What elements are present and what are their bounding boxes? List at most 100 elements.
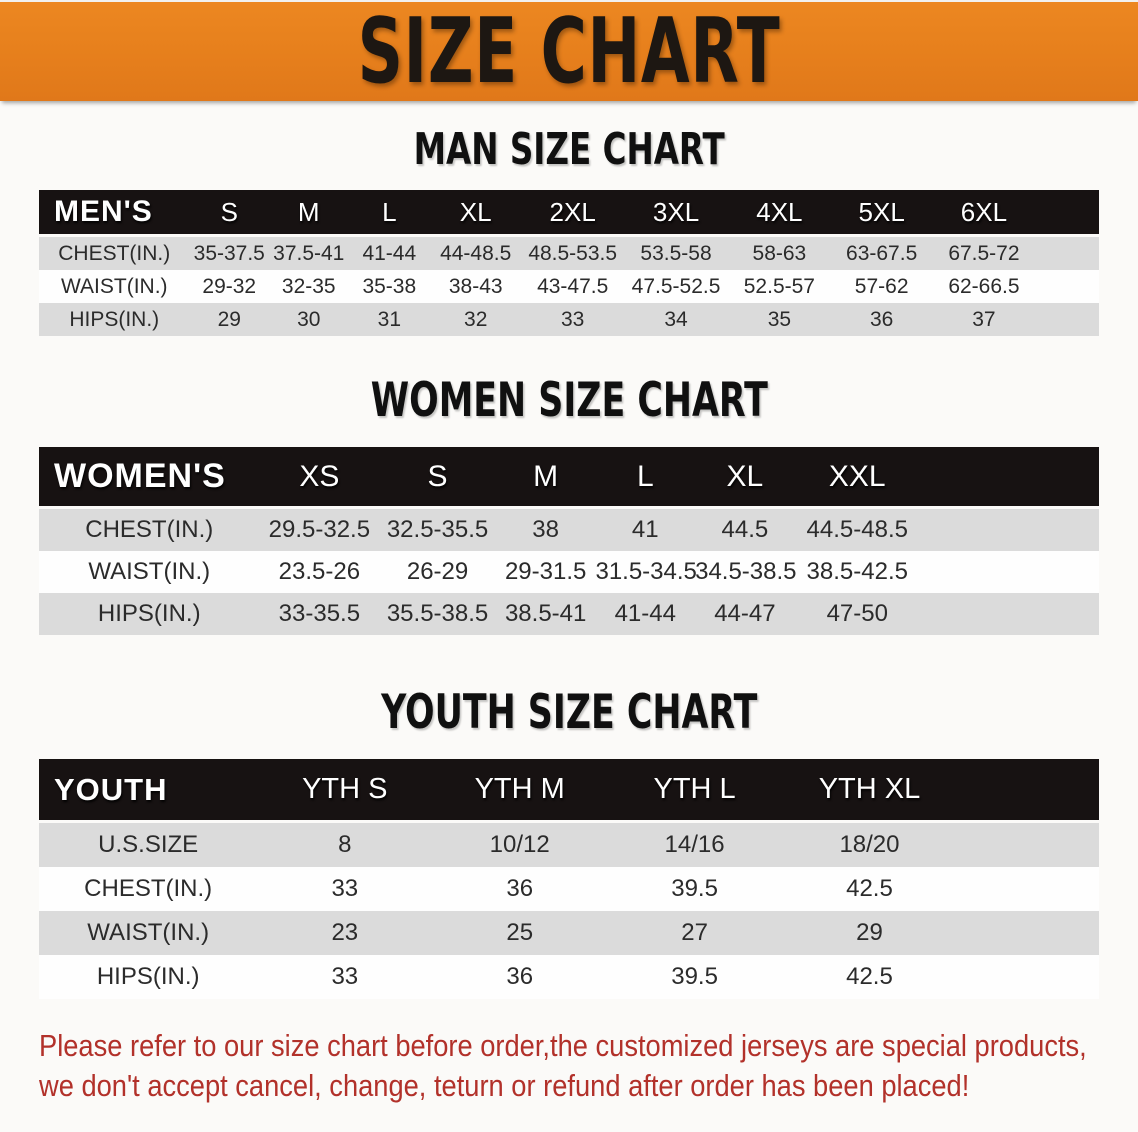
measurement-value: 10/12 [432,823,608,867]
measurement-value: 58-63 [727,237,831,270]
measurement-value: 33-35.5 [259,593,380,635]
table-title-cell: WOMEN'S [39,447,260,509]
women-size-table: WOMEN'S XS S M L XL XXL CHEST(IN.) 29.5-32.5 32.5… [39,447,1099,635]
measurement-value: 35 [727,303,831,336]
size-column-header: L [595,447,696,509]
size-column-header: S [379,447,496,509]
measurement-value: 30 [269,303,349,336]
measurement-value: 32 [430,303,522,336]
measurement-value: 43-47.5 [521,270,625,303]
measurement-value: 39.5 [607,955,783,999]
size-column-header: 6XL [932,190,1036,237]
header-filler-cell [1035,190,1099,237]
disclaimer-line-2: we don't accept cancel, change, teturn o… [39,1068,970,1103]
measurement-label: HIPS(IN.) [39,593,260,635]
size-column-header: 2XL [521,190,625,237]
measurement-value: 33 [257,867,433,911]
measurement-row: HIPS(IN.) 29 30 31 32 33 34 35 36 37 [39,303,1099,336]
women-section-heading-text: WOMEN SIZE CHART [370,373,768,428]
size-column-header: M [269,190,349,237]
size-column-header: L [348,190,431,237]
women-section-heading: WOMEN SIZE CHART [0,376,1138,426]
measurement-value: 35-37.5 [189,237,270,270]
youth-section-heading-text: YOUTH SIZE CHART [380,685,758,740]
measurement-value: 25 [432,911,608,955]
measurement-value: 47.5-52.5 [624,270,728,303]
measurement-value: 27 [607,911,783,955]
measurement-row: CHEST(IN.) 33 36 39.5 42.5 [39,867,1099,911]
row-filler-cell [1035,270,1099,303]
measurement-value: 41 [595,509,696,551]
measurement-label: HIPS(IN.) [39,303,190,336]
row-filler-cell [919,593,1099,635]
measurement-value: 44.5 [695,509,795,551]
measurement-value: 67.5-72 [932,237,1036,270]
size-column-header: 3XL [624,190,728,237]
measurement-value: 23.5-26 [259,551,380,593]
measurement-value: 38 [495,509,596,551]
measurement-value: 32.5-35.5 [379,509,496,551]
header-filler-cell [956,759,1099,823]
measurement-label: WAIST(IN.) [39,270,190,303]
man-section-heading: MAN SIZE CHART [0,126,1138,174]
size-table-header-row: YOUTH YTH S YTH M YTH L YTH XL [39,759,1099,823]
size-column-header: YTH L [607,759,783,823]
size-column-header: 4XL [727,190,831,237]
measurement-value: 36 [830,303,933,336]
row-filler-cell [956,911,1099,955]
table-title-cell: YOUTH [39,759,258,823]
measurement-value: 14/16 [607,823,783,867]
measurement-value: 47-50 [794,593,920,635]
measurement-value: 48.5-53.5 [521,237,625,270]
row-filler-cell [956,867,1099,911]
measurement-value: 26-29 [379,551,496,593]
measurement-value: 38.5-42.5 [794,551,920,593]
size-column-header: M [495,447,596,509]
size-table-header-row: WOMEN'S XS S M L XL XXL [39,447,1099,509]
measurement-row: WAIST(IN.) 23.5-26 26-29 29-31.5 31.5-34.5 34… [39,551,1099,593]
size-column-header: S [189,190,270,237]
youth-size-table: YOUTH YTH S YTH M YTH L YTH XL U.S.SIZE 8 10/12… [39,759,1099,999]
measurement-value: 36 [432,955,608,999]
size-column-header: XL [430,190,522,237]
measurement-value: 35.5-38.5 [379,593,496,635]
measurement-value: 63-67.5 [830,237,933,270]
measurement-value: 29-32 [189,270,270,303]
measurement-value: 23 [257,911,433,955]
measurement-value: 41-44 [595,593,696,635]
measurement-value: 29 [782,911,957,955]
measurement-value: 8 [257,823,433,867]
measurement-value: 44.5-48.5 [794,509,920,551]
measurement-value: 33 [521,303,625,336]
row-filler-cell [919,509,1099,551]
measurement-value: 29-31.5 [495,551,596,593]
measurement-value: 57-62 [830,270,933,303]
measurement-label: U.S.SIZE [39,823,258,867]
banner-title: SIZE CHART [357,0,781,104]
measurement-row: WAIST(IN.) 23 25 27 29 [39,911,1099,955]
size-table-header-row: MEN'S S M L XL 2XL 3XL 4XL 5XL 6XL [39,190,1099,237]
measurement-label: WAIST(IN.) [39,551,260,593]
measurement-value: 31 [348,303,431,336]
measurement-row: HIPS(IN.) 33-35.5 35.5-38.5 38.5-41 41-44 44-… [39,593,1099,635]
size-column-header: 5XL [830,190,933,237]
measurement-value: 34.5-38.5 [695,551,797,593]
row-filler-cell [1035,237,1099,270]
size-column-header: XS [259,447,380,509]
size-chart-banner: SIZE CHART [0,0,1138,101]
table-title-cell: MEN'S [39,190,190,237]
measurement-value: 35-38 [348,270,431,303]
measurement-row: HIPS(IN.) 33 36 39.5 42.5 [39,955,1099,999]
youth-section-heading: YOUTH SIZE CHART [0,688,1138,738]
disclaimer-line-1: Please refer to our size chart before or… [39,1028,1087,1063]
men-size-table: MEN'S S M L XL 2XL 3XL 4XL 5XL 6XL CHEST(IN.) 35-37… [39,190,1099,336]
measurement-value: 29 [189,303,270,336]
measurement-value: 32-35 [269,270,349,303]
measurement-value: 53.5-58 [624,237,728,270]
row-filler-cell [956,823,1099,867]
measurement-value: 36 [432,867,608,911]
row-filler-cell [1035,303,1099,336]
measurement-value: 38.5-41 [495,593,596,635]
row-filler-cell [919,551,1099,593]
size-column-header: YTH XL [782,759,957,823]
